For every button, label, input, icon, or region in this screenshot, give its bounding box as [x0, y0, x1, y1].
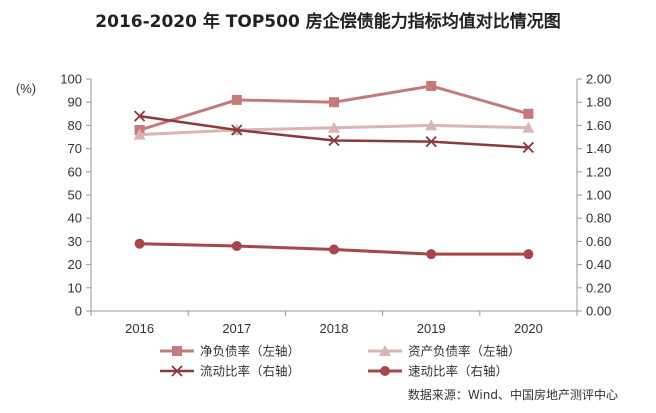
y-left-tick-label: 90 — [68, 95, 82, 110]
x-tick-label: 2019 — [417, 321, 446, 336]
data-point — [426, 80, 437, 91]
y-right-tick-label: 0.60 — [586, 234, 611, 249]
y-left-tick-label: 30 — [68, 234, 82, 249]
y-left-tick-label: 100 — [60, 72, 82, 87]
legend-label: 速动比率（右轴） — [408, 364, 508, 379]
data-point — [425, 136, 437, 148]
data-point — [133, 110, 146, 122]
x-tick-label: 2017 — [222, 321, 251, 336]
series-4 — [134, 238, 534, 260]
legend-label: 资产负债率（左轴） — [408, 344, 521, 359]
y-left-tick-label: 10 — [68, 280, 82, 295]
data-point — [329, 97, 339, 108]
legend-marker — [380, 366, 390, 376]
y-left-tick-label: 40 — [68, 211, 82, 226]
legend-item: 速动比率（右轴） — [368, 364, 508, 379]
y-right-tick-label: 0.00 — [586, 304, 611, 319]
y-right-tick-label: 1.60 — [586, 118, 611, 133]
data-point — [522, 121, 535, 133]
y-left-tick-label: 70 — [68, 141, 82, 156]
y-left-tick-label: 50 — [68, 188, 82, 203]
legend-marker — [379, 345, 391, 356]
data-point — [133, 128, 146, 140]
y-right-tick-label: 0.40 — [586, 257, 611, 272]
legend-marker — [172, 346, 182, 356]
data-point — [523, 249, 534, 260]
x-tick-label: 2016 — [125, 321, 154, 336]
series-3 — [133, 110, 535, 154]
y-right-tick-label: 2.00 — [586, 72, 611, 87]
y-left-tick-label: 0 — [75, 304, 82, 319]
data-point — [523, 108, 534, 119]
data-point — [231, 241, 242, 252]
legend-item: 流动比率（右轴） — [160, 364, 300, 379]
y-right-tick-label: 1.00 — [586, 188, 611, 203]
data-point — [522, 141, 535, 154]
y-left-tick-label: 20 — [68, 257, 82, 272]
data-source: 数据来源：Wind、中国房地产测评中心 — [408, 387, 618, 402]
series-layer — [133, 80, 535, 260]
legend: 净负债率（左轴） 资产负债率（左轴） 流动比率（右轴） 速动比率（右轴） — [160, 344, 521, 379]
y-right-tick-label: 1.20 — [586, 164, 611, 179]
legend-item: 资产负债率（左轴） — [368, 344, 521, 359]
data-point — [425, 119, 438, 131]
legend-item: 净负债率（左轴） — [160, 344, 300, 359]
legend-label: 净负债率（左轴） — [200, 344, 300, 359]
data-point — [329, 244, 339, 255]
y-right-tick-label: 1.40 — [586, 141, 611, 156]
chart-title: 2016-2020 年 TOP500 房企偿债能力指标均值对比情况图 — [95, 11, 560, 32]
data-point — [134, 238, 145, 249]
y-right-tick-label: 1.80 — [586, 95, 611, 110]
axes: 0 10 20 30 40 50 60 70 80 90 100 0.00 0.20 0.40 0.60 0.… — [60, 72, 611, 337]
y-left-tick-label: 60 — [68, 164, 82, 179]
data-point — [328, 121, 340, 133]
x-tick-label: 2020 — [514, 321, 543, 336]
series-2 — [133, 119, 535, 140]
x-tick-label: 2018 — [320, 321, 349, 336]
data-point — [231, 124, 243, 136]
y-left-tick-label: 80 — [68, 118, 82, 133]
data-point — [328, 134, 340, 147]
legend-marker — [171, 365, 183, 377]
y-right-tick-label: 0.20 — [586, 280, 611, 295]
legend-label: 流动比率（右轴） — [200, 364, 300, 379]
data-point — [231, 94, 242, 105]
y-right-tick-label: 0.80 — [586, 211, 611, 226]
y-left-unit: (%) — [16, 81, 36, 96]
data-point — [426, 249, 437, 260]
